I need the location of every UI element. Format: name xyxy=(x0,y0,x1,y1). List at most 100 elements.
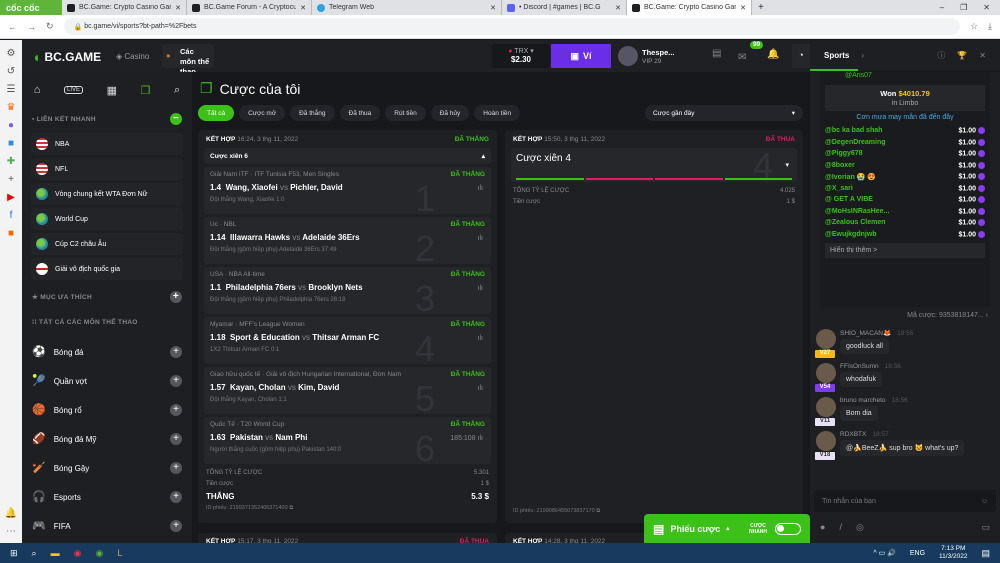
add-button[interactable]: + xyxy=(170,461,182,474)
sport-item[interactable]: 🎧 Esports + xyxy=(22,482,192,511)
quick-link-item[interactable]: NFL xyxy=(31,158,183,180)
tab-sports[interactable]: Sports xyxy=(824,51,850,60)
quick-link-item[interactable]: NBA xyxy=(31,133,183,155)
facebook-icon[interactable]: f xyxy=(9,210,13,221)
minimize-button[interactable]: – xyxy=(939,3,945,12)
calendar-icon[interactable]: ▦ xyxy=(106,84,117,97)
start-icon[interactable]: ⊞ xyxy=(10,547,18,558)
quick-link-item[interactable]: World Cup xyxy=(31,208,183,230)
star-icon[interactable]: ☆ xyxy=(969,21,979,31)
close-tab-icon[interactable]: ✕ xyxy=(615,4,621,12)
shop-icon[interactable]: ■ xyxy=(7,228,15,239)
file-explorer-icon[interactable]: ▬ xyxy=(50,548,60,558)
betslip-bar[interactable]: ▤ Phiếu cược ▴ CƯỢC NHANH xyxy=(644,514,810,543)
quick-bet-toggle[interactable] xyxy=(775,522,801,535)
settings-icon[interactable]: ⚙ xyxy=(6,48,16,59)
reload-icon[interactable]: ↻ xyxy=(46,21,54,31)
bc-game-logo[interactable]: ◖ BC.GAME xyxy=(32,49,102,65)
parlay-toggle[interactable]: Cược xiên 6 ▴ xyxy=(204,148,491,164)
parlay-toggle[interactable]: Cược xiên 4 4 ▾ xyxy=(511,148,797,182)
trophy-icon[interactable]: 🏆 xyxy=(957,51,968,60)
filter-tab[interactable]: Cược mở xyxy=(239,105,286,121)
show-more-button[interactable]: Hiển thị thêm > xyxy=(825,243,985,258)
tray-icons[interactable]: ^ ▭ 🔊 xyxy=(873,550,896,557)
coccoc-icon[interactable]: ◉ xyxy=(95,547,104,558)
youtube-icon[interactable]: ▶ xyxy=(7,192,15,203)
crown-icon[interactable]: ♛ xyxy=(6,102,16,113)
sport-item[interactable]: 🎮 FIFA + xyxy=(22,511,192,540)
filter-tab[interactable]: Hoàn tiền xyxy=(474,105,521,121)
chrome-icon[interactable]: ◉ xyxy=(73,547,82,558)
avatar[interactable]: V18 xyxy=(815,431,836,460)
emoji-icon[interactable]: ☺ xyxy=(980,497,988,505)
search-icon[interactable]: ⌕ xyxy=(31,547,37,558)
quick-link-item[interactable]: Vòng chung kết WTA Đơn Nữ xyxy=(31,183,183,205)
league-icon[interactable]: L xyxy=(117,548,123,558)
live-icon[interactable]: LIVE xyxy=(64,86,84,94)
stats-icon[interactable]: ılı xyxy=(477,385,483,392)
avatar[interactable]: V54 xyxy=(815,363,836,392)
info-icon[interactable]: ⓘ xyxy=(937,51,946,60)
bell-icon[interactable]: 🔔 xyxy=(4,508,18,519)
forward-icon[interactable]: → xyxy=(27,21,36,32)
stats-icon[interactable]: ılı xyxy=(477,285,483,292)
home-icon[interactable]: ⌂ xyxy=(33,84,41,96)
more-icon[interactable]: ⋯ xyxy=(6,526,16,537)
stats-icon[interactable]: ılı xyxy=(477,335,483,342)
gif-icon[interactable]: ▭ xyxy=(981,522,990,532)
close-tab-icon[interactable]: ✕ xyxy=(175,4,181,12)
bet-card[interactable]: KẾT HỢP 16:24, 3 thg 11, 2022 ĐÃ THẮNG Cư… xyxy=(198,130,497,523)
command-icon[interactable]: / xyxy=(839,522,842,532)
avatar[interactable] xyxy=(618,46,638,66)
sports-link[interactable]: ●Các môn thể thao xyxy=(162,44,214,76)
list-icon[interactable]: ☰ xyxy=(6,84,16,95)
url-input[interactable]: 🔒 bc.game/vi/sports?bt-path=%2Fbets xyxy=(63,18,960,35)
avatar[interactable]: V27 xyxy=(815,329,836,358)
username[interactable]: Thespe... xyxy=(642,48,675,57)
sport-item[interactable]: ⚽ Bóng đá + xyxy=(22,337,192,366)
filter-tab[interactable]: Tất cả xyxy=(198,105,235,121)
bet-leg[interactable]: Giao hữu quốc tế · Giải vô địch Hungaria… xyxy=(204,367,491,414)
browser-tab[interactable]: • Discord | #games | BC.G ✕ xyxy=(502,0,627,15)
history-icon[interactable]: ↺ xyxy=(6,66,16,77)
chevron-right-icon[interactable]: › xyxy=(861,51,865,60)
notification-icon[interactable]: ▤ xyxy=(981,547,990,558)
stats-icon[interactable]: ılı xyxy=(477,185,483,192)
copy-icon[interactable]: ⧉ xyxy=(289,505,294,511)
browser-tab[interactable]: BC.Game Forum - A Cryptocu ✕ xyxy=(187,0,312,15)
add-button[interactable]: + xyxy=(170,490,182,503)
filter-tab[interactable]: Đã thua xyxy=(339,105,381,121)
chat-input[interactable]: Tin nhắn của bạn ☺ xyxy=(814,490,996,512)
back-icon[interactable]: ← xyxy=(8,21,17,32)
mail-icon[interactable]: ✉ xyxy=(738,52,747,63)
sport-item[interactable]: 🏀 Bóng rổ + xyxy=(22,395,192,424)
new-tab-button[interactable]: + xyxy=(758,2,764,13)
bet-leg[interactable]: Quốc Tế · T20 World Cup ĐÃ THẮNG 1.63 Paki… xyxy=(204,417,491,464)
app-icon[interactable]: ■ xyxy=(7,138,15,149)
messenger-icon[interactable]: ● xyxy=(7,120,15,131)
add-button[interactable]: + xyxy=(170,403,182,416)
browser-logo[interactable]: cốc cốc xyxy=(0,0,62,15)
download-icon[interactable]: ⤓ xyxy=(988,21,992,31)
my-bets-icon[interactable]: ❐ xyxy=(140,84,151,97)
filter-tab[interactable]: Rút tiền xyxy=(385,105,426,121)
bell-icon[interactable]: 🔔 xyxy=(767,49,780,60)
bet-leg[interactable]: Úc · NBL ĐÃ THẮNG 1.14 Illawarra Hawks vs … xyxy=(204,217,491,264)
close-icon[interactable]: ✕ xyxy=(979,51,986,60)
filter-tab[interactable]: Đã thắng xyxy=(290,105,335,121)
currency-selector[interactable]: ● TRX ▾ $2.30 xyxy=(492,44,550,68)
menu-icon[interactable]: ▤ xyxy=(712,48,722,59)
bet-leg[interactable]: Giải Nam ITF · ITF Tunisia F53, Men Sing… xyxy=(204,167,491,214)
close-tab-icon[interactable]: ✕ xyxy=(300,4,306,12)
bet-leg[interactable]: Myamar · MFF's League Women ĐÃ THẮNG 1.18 … xyxy=(204,317,491,364)
stats-icon[interactable]: ılı xyxy=(477,235,483,242)
sort-dropdown[interactable]: Cược gần đây ▾ xyxy=(645,105,803,121)
chat-toggle-icon[interactable]: ◔ xyxy=(792,44,810,68)
quick-link-item[interactable]: Giải vô địch quốc gia xyxy=(31,258,183,280)
copy-icon[interactable]: ⧉ xyxy=(596,508,601,514)
search-icon[interactable]: ⌕ xyxy=(173,83,181,96)
add-button[interactable]: + xyxy=(170,432,182,445)
close-window-button[interactable]: ✕ xyxy=(983,3,990,12)
bet-card[interactable]: KẾT HỢP 15:50, 3 thg 11, 2022 ĐÃ THUA Cượ… xyxy=(505,130,803,523)
add-icon[interactable]: + xyxy=(8,174,14,185)
